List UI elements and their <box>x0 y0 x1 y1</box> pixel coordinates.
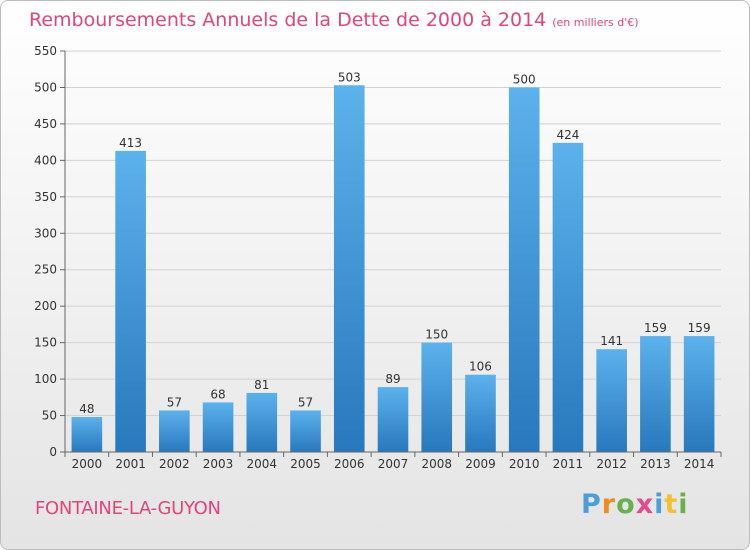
bar-2008 <box>421 342 453 452</box>
chart-title-text: Remboursements Annuels de la Dette de 20… <box>29 9 547 31</box>
commune-name: FONTAINE-LA-GUYON <box>35 498 221 519</box>
y-tick-label: 150 <box>34 336 57 350</box>
bar-2001 <box>115 150 146 453</box>
data-label-2002: 57 <box>167 395 182 409</box>
data-label-2007: 89 <box>385 372 400 386</box>
bar-2009 <box>465 374 496 452</box>
bar-2006 <box>333 85 365 452</box>
y-tick-label: 300 <box>34 226 57 240</box>
bar-2013 <box>640 336 671 452</box>
bar-2011 <box>552 142 584 452</box>
data-label-2004: 81 <box>254 378 269 392</box>
bar-2004 <box>246 392 278 452</box>
chart-unit: (en milliers d'€) <box>552 16 639 29</box>
y-tick-label: 350 <box>34 190 57 204</box>
bar-2005 <box>290 410 321 452</box>
x-tick-label: 2003 <box>203 457 234 471</box>
data-label-2009: 106 <box>469 360 492 374</box>
data-label-2011: 424 <box>556 128 579 142</box>
y-tick-label: 100 <box>34 372 57 386</box>
x-tick-label: 2007 <box>378 457 409 471</box>
bar-2014 <box>683 336 715 452</box>
x-tick-label: 2000 <box>72 457 103 471</box>
x-tick-label: 2009 <box>465 457 496 471</box>
x-tick-label: 2006 <box>334 457 365 471</box>
x-tick-label: 2005 <box>290 457 321 471</box>
x-tick-label: 2004 <box>247 457 278 471</box>
bar-2003 <box>202 402 234 452</box>
y-tick-label: 0 <box>49 445 57 459</box>
proxiti-logo: Proxiti <box>581 489 689 520</box>
y-tick-label: 400 <box>34 153 57 167</box>
data-label-2001: 413 <box>119 136 142 150</box>
x-tick-label: 2011 <box>553 457 584 471</box>
x-tick-label: 2001 <box>115 457 146 471</box>
y-tick-label: 50 <box>42 409 57 423</box>
y-axis: 0 50 100 150 200 250 300 350 400 450 500 550 <box>34 44 66 459</box>
data-label-2000: 48 <box>79 402 94 416</box>
x-axis: 2000 2001 2002 2003 2004 2005 2006 2007 2008 2009… <box>64 451 722 471</box>
y-tick-label: 500 <box>34 80 57 94</box>
bar-2002 <box>159 410 190 452</box>
x-tick-label: 2014 <box>684 457 715 471</box>
bar-2007 <box>377 387 409 452</box>
data-label-2005: 57 <box>298 395 313 409</box>
data-label-2006: 503 <box>338 70 361 84</box>
x-tick-label: 2008 <box>421 457 452 471</box>
x-tick-label: 2002 <box>159 457 190 471</box>
data-label-2013: 159 <box>644 321 667 335</box>
x-tick-label: 2010 <box>509 457 540 471</box>
data-label-2012: 141 <box>600 334 623 348</box>
bar-2012 <box>596 349 627 452</box>
y-tick-label: 250 <box>34 263 57 277</box>
data-label-2014: 159 <box>688 321 711 335</box>
data-label-2008: 150 <box>425 328 448 342</box>
bars: 48 413 57 68 81 57 503 89 150 106 500 424 141 159 159 <box>71 70 715 453</box>
bar-2000 <box>71 417 103 452</box>
y-tick-label: 200 <box>34 299 57 313</box>
bar-2010 <box>508 87 540 453</box>
chart-title: Remboursements Annuels de la Dette de 20… <box>29 9 639 31</box>
x-tick-label: 2012 <box>596 457 627 471</box>
data-label-2003: 68 <box>210 387 225 401</box>
data-label-2010: 500 <box>513 72 536 86</box>
x-tick-label: 2013 <box>640 457 671 471</box>
y-tick-label: 550 <box>34 44 57 58</box>
y-tick-label: 450 <box>34 117 57 131</box>
